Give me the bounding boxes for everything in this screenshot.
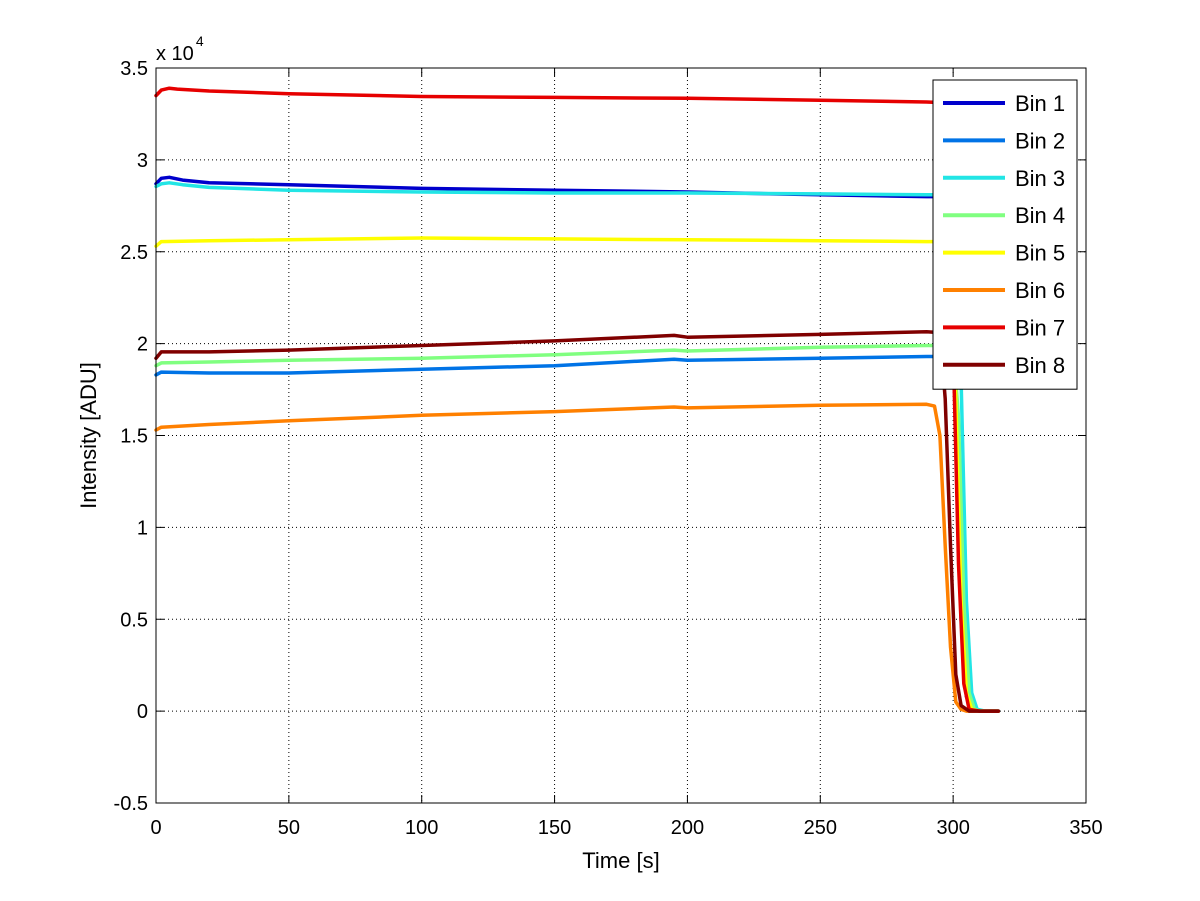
legend: Bin 1 Bin 2 Bin 3 Bin 4 Bin 5 Bin 6 Bin 7 Bin 8 [932, 79, 1078, 390]
series-line-bin-4 [154, 343, 1001, 713]
y-multiplier-base: x 10 [156, 43, 194, 65]
y-tick-label: 0 [137, 701, 148, 723]
x-tick-label: 50 [278, 817, 300, 839]
plot-series [154, 86, 1001, 713]
series-line-bin-3 [154, 181, 1001, 713]
legend-label: Bin 8 [1015, 353, 1065, 378]
y-multiplier-exponent: 4 [196, 33, 204, 49]
series-line-bin-6 [154, 402, 1001, 713]
x-tick-label: 350 [1069, 817, 1102, 839]
legend-label: Bin 1 [1015, 91, 1065, 116]
series-line-bin-7 [154, 86, 1001, 713]
series-line-bin-5 [154, 236, 1001, 713]
y-tick-label: 2 [137, 334, 148, 356]
x-tick-label: 0 [150, 817, 161, 839]
legend-label: Bin 4 [1015, 203, 1065, 228]
series-line-bin-1 [154, 175, 1001, 713]
y-tick-label: 1 [137, 517, 148, 539]
x-tick-label: 250 [804, 817, 837, 839]
y-tick-label: -0.5 [114, 793, 148, 815]
x-tick-label: 100 [405, 817, 438, 839]
y-tick-label: 2.5 [120, 242, 148, 264]
x-tick-label: 300 [936, 817, 969, 839]
y-tick-label: 3.5 [120, 58, 148, 80]
x-tick-label: 150 [538, 817, 571, 839]
legend-box [932, 79, 1078, 390]
y-tick-label: 1.5 [120, 426, 148, 448]
y-tick-label: 3 [137, 150, 148, 172]
x-tick-label: 200 [671, 817, 704, 839]
legend-label: Bin 3 [1015, 166, 1065, 191]
legend-label: Bin 2 [1015, 128, 1065, 153]
legend-label: Bin 6 [1015, 278, 1065, 303]
y-axis-label: Intensity [ADU] [76, 362, 101, 509]
x-axis-label: Time [s] [582, 848, 659, 873]
y-axis-multiplier: x 10 4 [156, 33, 204, 65]
y-tick-label: 0.5 [120, 609, 148, 631]
axis-ticks: 0 50 100 150 200 250 300 350-0.500.511.522.533.… [114, 58, 1103, 839]
series-line-bin-8 [154, 329, 1001, 713]
legend-label: Bin 7 [1015, 315, 1065, 340]
legend-label: Bin 5 [1015, 241, 1065, 266]
